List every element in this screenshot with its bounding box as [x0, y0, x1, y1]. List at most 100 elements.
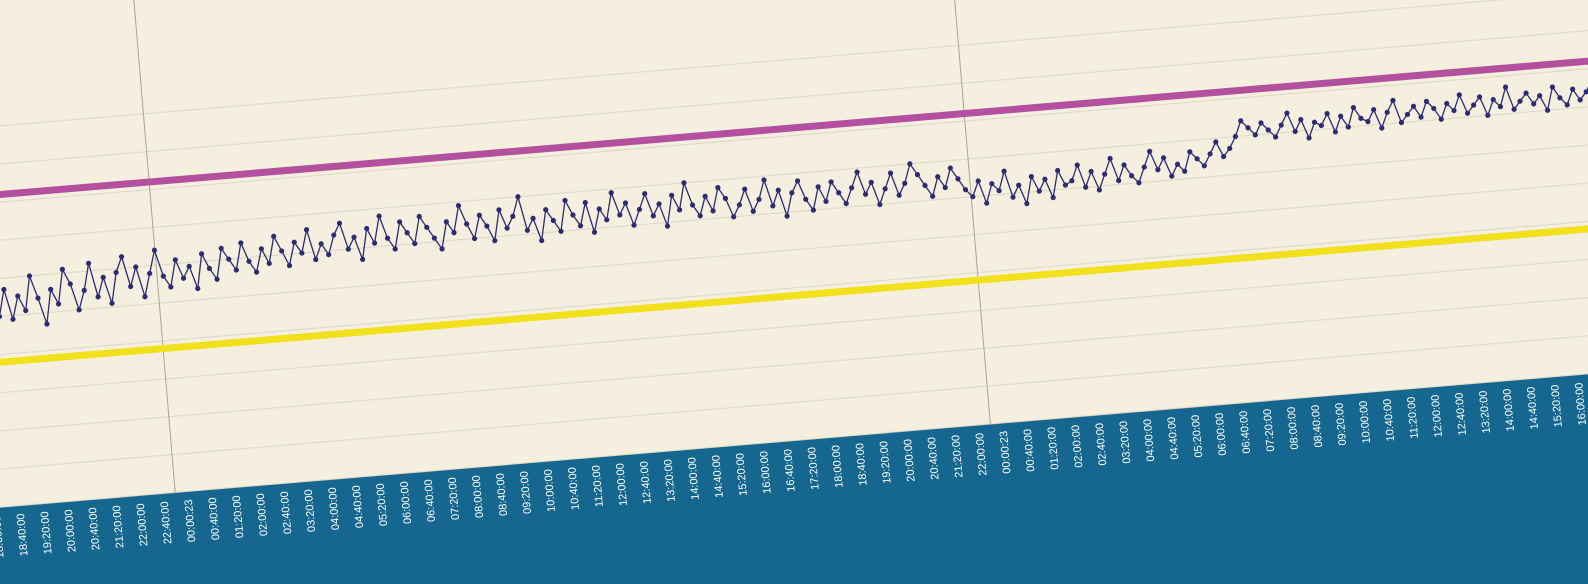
data-point: [1564, 102, 1570, 108]
data-point: [1464, 110, 1471, 116]
data-point: [133, 264, 139, 270]
x-tick-label: 10:40:00: [1382, 398, 1398, 442]
data-point: [1511, 106, 1517, 112]
x-tick-label: 03:20:00: [1118, 420, 1134, 464]
data-point: [1476, 94, 1483, 100]
data-point: [984, 200, 990, 206]
x-tick-label: 08:40:00: [1310, 404, 1326, 448]
data-point: [44, 321, 50, 327]
data-point: [1050, 194, 1056, 201]
data-point: [1451, 107, 1457, 114]
data-point: [975, 178, 981, 184]
data-point: [372, 240, 378, 246]
x-tick-label: 16:00:00: [758, 451, 774, 495]
data-point: [1201, 163, 1207, 169]
data-point: [1350, 104, 1356, 111]
data-point: [279, 248, 285, 254]
data-point: [577, 223, 584, 229]
data-point: [376, 213, 382, 219]
data-point: [195, 285, 201, 292]
data-point: [1545, 107, 1551, 113]
data-point: [266, 260, 272, 267]
data-point: [299, 250, 305, 256]
data-point: [1311, 119, 1318, 125]
data-point: [55, 301, 62, 307]
data-point: [336, 220, 343, 226]
data-point: [794, 178, 801, 184]
data-point: [313, 256, 319, 263]
data-point: [828, 179, 834, 185]
data-point: [246, 258, 252, 264]
data-point: [836, 190, 842, 196]
data-point: [1160, 155, 1167, 161]
x-tick-label: 02:00:00: [1070, 424, 1086, 468]
data-point: [151, 247, 158, 253]
data-point: [1272, 134, 1279, 140]
data-point: [664, 223, 671, 229]
x-tick-label: 18:00:00: [0, 515, 7, 559]
data-point: [1523, 90, 1529, 96]
x-tick-label: 04:40:00: [1166, 416, 1182, 460]
data-point: [397, 219, 403, 225]
data-point: [360, 256, 366, 262]
data-point: [1456, 92, 1462, 98]
data-point: [392, 246, 398, 252]
data-point: [1169, 173, 1175, 179]
data-point: [180, 275, 187, 281]
data-point: [1155, 167, 1161, 173]
data-point: [147, 270, 153, 277]
data-point: [286, 262, 293, 269]
data-point: [186, 263, 192, 269]
x-tick-label: 21:20:00: [950, 434, 966, 478]
data-point: [1, 286, 7, 293]
data-point: [1358, 115, 1364, 121]
data-point: [67, 281, 73, 287]
data-point: [113, 269, 119, 276]
x-tick-label: 01:20:00: [1046, 426, 1062, 470]
data-point: [1245, 125, 1251, 131]
data-point: [271, 233, 277, 239]
data-point: [1390, 97, 1396, 104]
x-tick-label: 06:40:00: [423, 479, 439, 523]
data-point: [1207, 151, 1213, 157]
x-tick-label: 02:40:00: [279, 491, 295, 535]
data-point: [1332, 129, 1338, 135]
data-point: [681, 180, 687, 186]
data-point: [172, 257, 178, 263]
data-point: [1028, 173, 1034, 180]
x-tick-label: 20:00:00: [63, 509, 79, 553]
data-point: [1042, 176, 1048, 182]
x-tick-label: 04:40:00: [351, 485, 367, 529]
data-point: [1129, 173, 1135, 179]
upper-limit-line: [0, 46, 1588, 209]
data-point: [318, 241, 324, 247]
data-point: [1306, 135, 1312, 141]
data-point: [1187, 149, 1193, 155]
data-point: [48, 286, 54, 293]
data-point: [496, 207, 502, 213]
data-point: [715, 185, 721, 191]
data-point: [543, 207, 549, 213]
data-point: [303, 227, 310, 233]
x-tick-label: 05:20:00: [1190, 414, 1206, 458]
data-point: [642, 191, 648, 197]
data-point: [1557, 95, 1563, 101]
x-tick-label: 16:40:00: [782, 449, 798, 493]
data-point: [524, 227, 530, 233]
data-point: [214, 276, 220, 282]
x-tick-label: 22:40:00: [159, 501, 175, 545]
data-point: [1174, 161, 1181, 167]
data-point: [942, 184, 948, 191]
data-point: [617, 212, 623, 218]
data-point: [1010, 194, 1016, 200]
data-point: [775, 187, 781, 193]
data-point: [868, 179, 874, 185]
data-point: [656, 201, 662, 207]
limit-lines: [0, 46, 1588, 376]
data-point: [930, 193, 936, 199]
data-point: [1497, 104, 1504, 110]
data-point: [384, 235, 391, 241]
data-point: [1194, 156, 1200, 162]
x-tick-label: 17:20:00: [806, 447, 822, 491]
data-point: [770, 203, 776, 209]
